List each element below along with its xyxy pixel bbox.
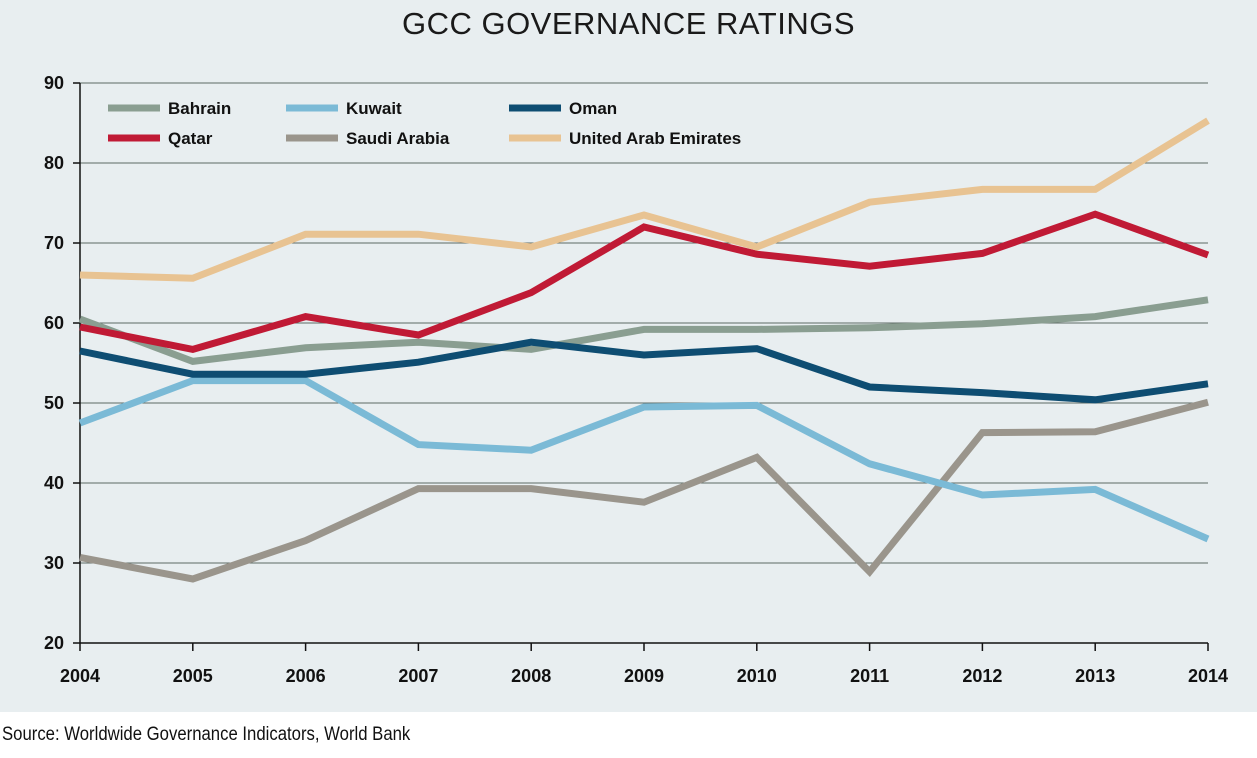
legend-label: Saudi Arabia bbox=[346, 129, 450, 148]
series-line-kuwait bbox=[78, 377, 1210, 543]
legend-label: Qatar bbox=[168, 129, 213, 148]
x-tick-label: 2006 bbox=[286, 666, 326, 686]
y-tick-label: 30 bbox=[44, 553, 64, 573]
chart-title: GCC GOVERNANCE RATINGS bbox=[401, 6, 856, 41]
x-tick-label: 2008 bbox=[511, 666, 551, 686]
y-tick-label: 20 bbox=[44, 633, 64, 653]
x-tick-label: 2007 bbox=[398, 666, 438, 686]
x-tick-label: 2005 bbox=[173, 666, 213, 686]
x-tick-label: 2009 bbox=[624, 666, 664, 686]
x-tick-label: 2014 bbox=[1188, 666, 1228, 686]
x-tick-label: 2004 bbox=[60, 666, 100, 686]
y-tick-label: 90 bbox=[44, 73, 64, 93]
axes bbox=[73, 82, 1209, 651]
legend-label: Kuwait bbox=[346, 99, 402, 118]
x-tick-label: 2010 bbox=[737, 666, 777, 686]
x-tick-label: 2013 bbox=[1075, 666, 1115, 686]
x-tick-label: 2011 bbox=[850, 666, 889, 686]
legend-label: United Arab Emirates bbox=[569, 129, 741, 148]
y-tick-label: 50 bbox=[44, 393, 64, 413]
tick-labels: 20 30 40 50 60 70 80 90 2004 2005 2006 2007 2008 2009… bbox=[44, 73, 1228, 686]
series-lines bbox=[78, 117, 1210, 583]
series-line-oman bbox=[79, 338, 1209, 404]
legend: Bahrain Kuwait Oman Qatar Saudi Arabia United… bbox=[108, 99, 741, 148]
line-chart: 20 30 40 50 60 70 80 90 2004 2005 2006 2007 2008 2009… bbox=[44, 73, 1228, 686]
legend-label: Oman bbox=[569, 99, 617, 118]
series-line-saudi-arabia bbox=[79, 398, 1209, 583]
series-line-bahrain bbox=[78, 296, 1209, 365]
legend-label: Bahrain bbox=[168, 99, 231, 118]
series-line-qatar bbox=[79, 210, 1210, 353]
x-tick-label: 2012 bbox=[962, 666, 1002, 686]
y-tick-label: 40 bbox=[44, 473, 64, 493]
source-note: Source: Worldwide Governance Indicators,… bbox=[2, 724, 411, 745]
y-tick-label: 70 bbox=[44, 233, 64, 253]
series-line-united-arab-emirates bbox=[79, 117, 1210, 282]
y-tick-label: 60 bbox=[44, 313, 64, 333]
y-tick-label: 80 bbox=[44, 153, 64, 173]
